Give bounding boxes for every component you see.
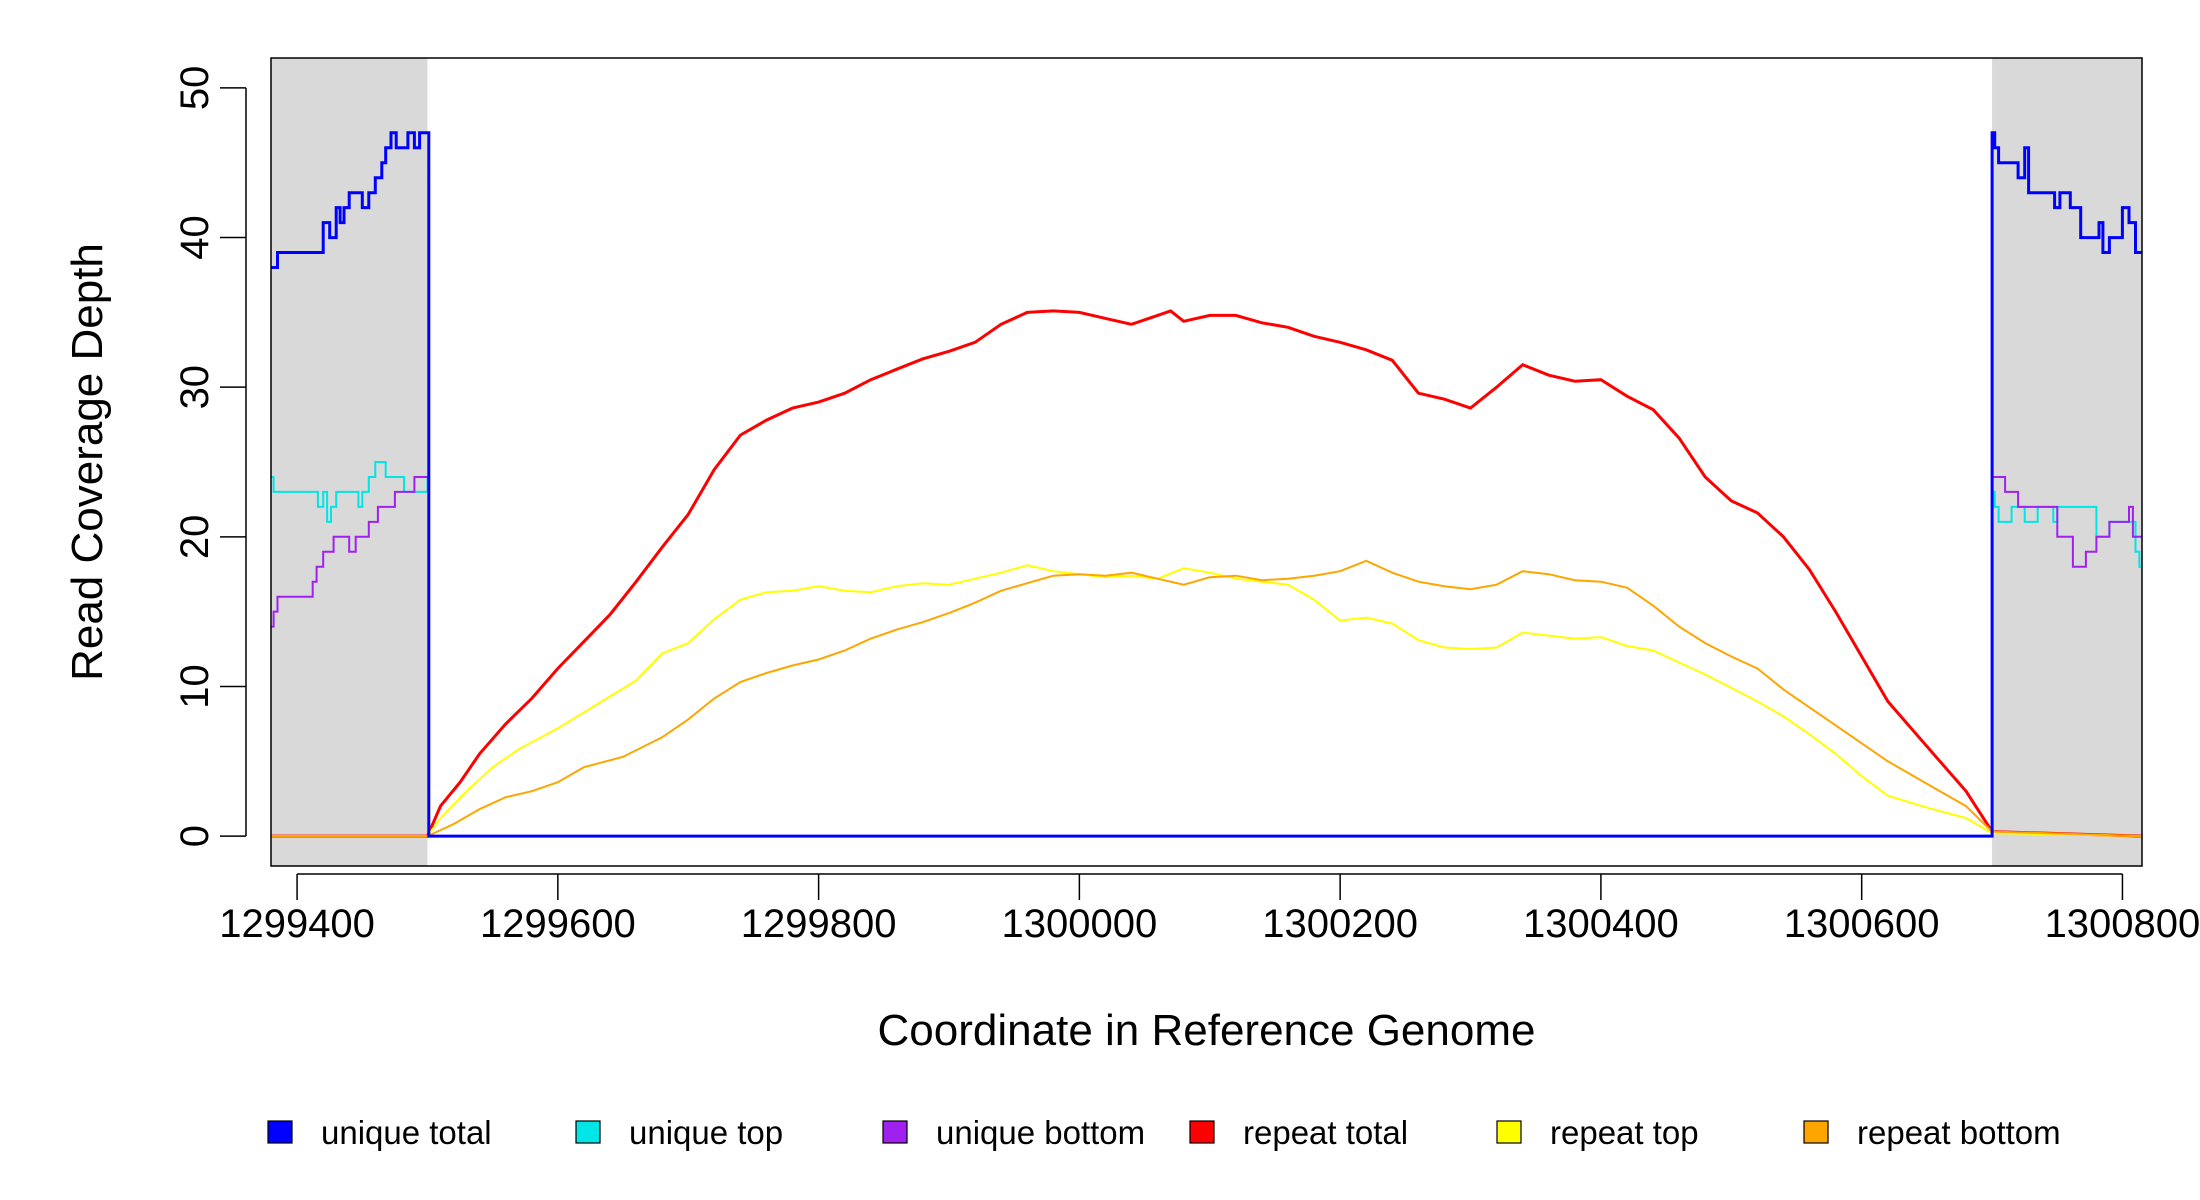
x-axis-label: Coordinate in Reference Genome — [878, 1006, 1536, 1055]
legend-swatch — [267, 1120, 293, 1144]
series-line-unique-top — [271, 461, 2142, 838]
series-line-unique-bottom — [271, 476, 2142, 838]
legend-swatch — [882, 1120, 908, 1144]
y-tick-label: 30 — [173, 365, 217, 410]
shaded-region-1 — [1992, 58, 2142, 866]
x-tick-label: 1300000 — [1002, 902, 1158, 946]
series-line-unique-total — [271, 131, 2142, 838]
plot-frame — [270, 57, 2143, 867]
legend-label: repeat bottom — [1857, 1114, 2061, 1151]
legend-swatch — [1496, 1120, 1522, 1144]
series-line-repeat-bottom — [271, 559, 2143, 838]
x-tick-label: 1299400 — [219, 902, 375, 946]
y-axis: 0 10 20 30 40 50 — [173, 66, 247, 847]
shaded-regions — [271, 58, 2142, 866]
x-axis: 1299400 1299600 1299800 1300000 1300200 13004… — [219, 873, 2200, 946]
y-tick-label: 40 — [173, 215, 217, 259]
y-tick-label: 20 — [173, 515, 217, 560]
y-tick-label: 50 — [173, 66, 217, 111]
legend-label: unique total — [321, 1114, 492, 1151]
y-tick-label: 0 — [173, 825, 217, 847]
x-tick-label: 1300400 — [1523, 902, 1679, 946]
series-line-repeat-total — [271, 309, 2143, 838]
legend-label: unique bottom — [936, 1114, 1145, 1151]
series-lines — [271, 131, 2143, 838]
legend-swatch — [1803, 1120, 1829, 1144]
y-axis-label: Read Coverage Depth — [63, 243, 112, 681]
shaded-region-0 — [271, 58, 428, 866]
x-tick-label: 1299600 — [480, 902, 636, 946]
series-line-repeat-top — [271, 564, 2143, 838]
legend-label: repeat top — [1550, 1114, 1699, 1151]
x-tick-label: 1300600 — [1784, 902, 1940, 946]
x-tick-label: 1300800 — [2045, 902, 2200, 946]
legend-swatch — [575, 1120, 601, 1144]
legend-label: unique top — [629, 1114, 783, 1151]
legend-swatch — [1189, 1120, 1215, 1144]
legend-label: repeat total — [1243, 1114, 1408, 1151]
x-tick-label: 1300200 — [1262, 902, 1418, 946]
x-tick-label: 1299800 — [741, 902, 897, 946]
y-tick-label: 10 — [173, 664, 217, 709]
legend: unique total unique top unique bottom repea… — [267, 1114, 2061, 1151]
